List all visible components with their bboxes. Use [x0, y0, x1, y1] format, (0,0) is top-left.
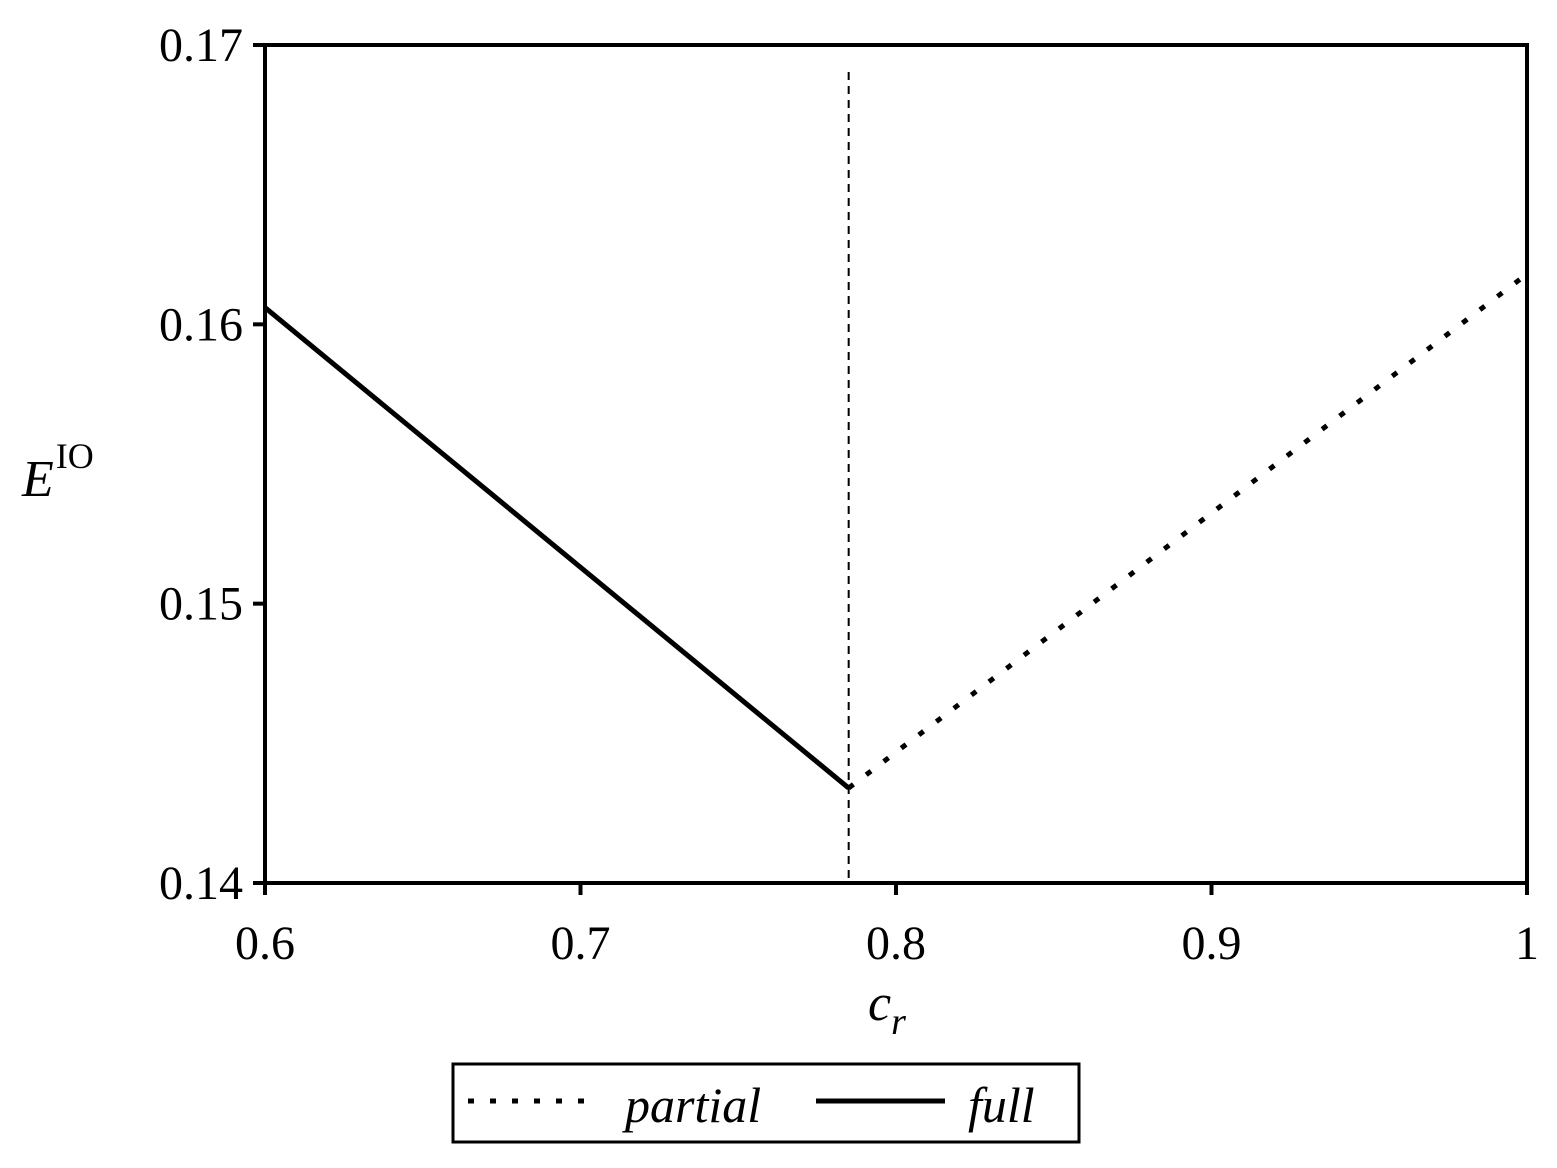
series-line-partial [847, 272, 1529, 791]
y-axis-label: EIO [21, 436, 94, 508]
legend: partial full [451, 1062, 1081, 1144]
y-tick-label: 0.14 [159, 857, 243, 910]
x-tick-label: 0.9 [1182, 917, 1242, 970]
x-tick-label: 0.8 [866, 917, 926, 970]
axes: 0.14 0.15 0.16 0.17 0.6 0.7 0.8 0.9 1 [159, 19, 1539, 970]
legend-label-partial: partial [622, 1077, 761, 1133]
x-tick-label: 1 [1515, 917, 1539, 970]
x-tick-label: 0.7 [551, 917, 611, 970]
x-axis-label: cr [868, 975, 906, 1043]
y-tick-label: 0.16 [159, 298, 243, 351]
series-line-full [263, 305, 851, 790]
y-tick-label: 0.17 [159, 19, 243, 72]
y-tick-label: 0.15 [159, 578, 243, 631]
x-tick-label: 0.6 [235, 917, 295, 970]
plot-area [263, 72, 1529, 883]
legend-label-full: full [968, 1077, 1035, 1133]
